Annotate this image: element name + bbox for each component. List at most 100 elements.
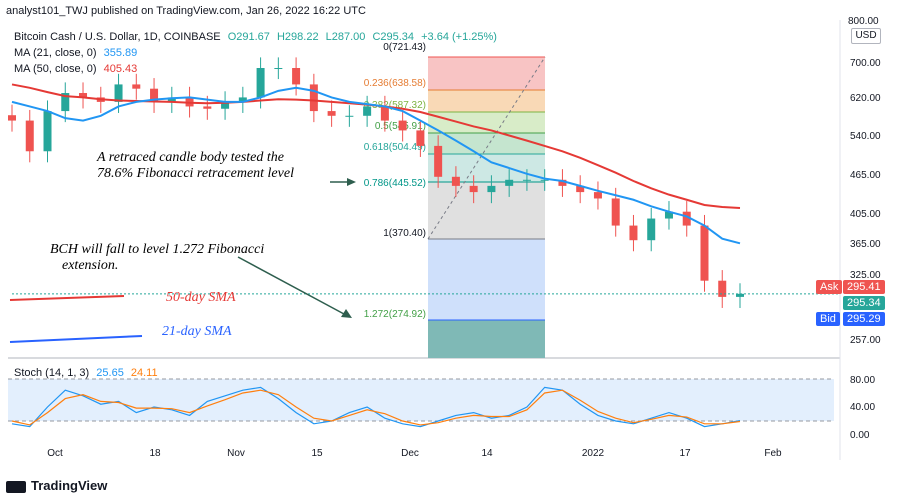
time-tick: 14 (481, 448, 493, 459)
sma50-legend-line (9, 295, 125, 301)
stoch-band (8, 379, 834, 421)
currency-button[interactable]: USD (851, 28, 881, 44)
price-axis: 800.00 700.00 620.00 540.00 465.00 405.0… (848, 16, 881, 441)
annotation-arrows (9, 178, 356, 343)
price-tick-top: 800.00 (848, 16, 879, 27)
candle (8, 115, 16, 121)
price-tick: 620.00 (850, 93, 881, 104)
time-tick: 15 (311, 448, 323, 459)
ma21-value: 355.89 (103, 47, 138, 59)
candle (309, 84, 318, 112)
annotation-fall-line2: extension. (62, 258, 119, 273)
fib-zone-2 (428, 112, 545, 133)
candle (256, 68, 265, 98)
candle (593, 192, 602, 199)
fib-label-1272: 1.272(274.92) (364, 309, 426, 320)
stoch-tick: 40.00 (850, 402, 875, 413)
candle (576, 185, 585, 193)
candle (132, 84, 141, 89)
sma21-legend-line (9, 335, 143, 343)
candle (736, 293, 744, 297)
ask-value: 295.41 (843, 280, 885, 294)
stoch-d-value: 24.11 (130, 367, 158, 379)
fib-label-0786: 0.786(445.52) (364, 178, 426, 189)
candle (398, 120, 407, 131)
candle (469, 185, 478, 193)
time-tick: 17 (679, 448, 691, 459)
stoch-k-line (11, 386, 741, 428)
candle (43, 111, 52, 152)
fib-label-0: 0(721.43) (383, 42, 426, 53)
last-price-tag: 295.34 (843, 296, 885, 310)
fib-zone-3 (428, 133, 545, 154)
candle (345, 115, 354, 117)
candle (292, 68, 301, 85)
candle (664, 211, 673, 219)
candle (487, 185, 496, 193)
time-tick: Dec (401, 448, 419, 459)
tradingview-logo[interactable]: TradingView (6, 478, 107, 493)
price-tick: 257.00 (850, 335, 881, 346)
ohlc-open: O291.67 (227, 31, 270, 43)
ma21-line (11, 86, 741, 245)
candle (167, 97, 176, 102)
annotation-fall-line1: BCH will fall to level 1.272 Fibonacci (50, 242, 265, 257)
bid-value: 295.29 (843, 312, 885, 326)
candle (434, 145, 443, 177)
annotation-retrace-line1: A retraced candle body tested the (97, 150, 284, 165)
ma50-legend[interactable]: MA (50, close, 0) 405.43 (14, 63, 141, 75)
stoch-legend[interactable]: Stoch (14, 1, 3) 25.65 24.11 (14, 367, 162, 379)
stoch-d-line (11, 389, 741, 426)
tradingview-icon (6, 480, 26, 493)
candle (647, 218, 656, 241)
stoch-tick: 0.00 (850, 430, 870, 441)
candle (274, 68, 283, 70)
candle (25, 120, 34, 152)
fibonacci-retracement (427, 56, 546, 358)
candle (682, 211, 691, 226)
ohlc-close: C295.34 (372, 31, 415, 43)
candle (380, 106, 389, 121)
ohlc-change: +3.64 (+1.25%) (421, 31, 497, 43)
candle (522, 179, 531, 181)
time-tick: Feb (764, 448, 782, 459)
fib-label-0236: 0.236(638.58) (364, 78, 426, 89)
ma50-label: MA (50, close, 0) (14, 63, 97, 75)
fib-label-0618: 0.618(504.49) (364, 142, 426, 153)
ask-label: Ask (816, 280, 843, 294)
sma21-label: 21-day SMA (162, 324, 232, 339)
time-tick: 2022 (582, 448, 605, 459)
candle (221, 101, 230, 109)
price-tick: 405.00 (850, 209, 881, 220)
candle (718, 280, 727, 297)
ohlc-low: L287.00 (325, 31, 366, 43)
price-tick: 365.00 (850, 239, 881, 250)
candle (363, 106, 372, 116)
fib-label-0382: 0.382(587.32) (364, 100, 426, 111)
fib-zone-0 (428, 57, 545, 90)
price-tick: 325.00 (850, 270, 881, 281)
price-tick: 540.00 (850, 131, 881, 142)
candle (540, 179, 549, 181)
ma21-label: MA (21, close, 0) (14, 47, 97, 59)
annotation-retrace-line2: 78.6% Fibonacci retracement level (97, 166, 294, 181)
candle (700, 225, 709, 281)
time-axis: Oct 18 Nov 15 Dec 14 2022 17 Feb (47, 448, 782, 459)
stoch-tick: 80.00 (850, 375, 875, 386)
candle (558, 179, 567, 186)
candle (79, 93, 88, 98)
time-tick: 18 (149, 448, 161, 459)
author-line: analyst101_TWJ published on TradingView.… (6, 5, 366, 17)
candle (61, 93, 70, 112)
ma21-legend[interactable]: MA (21, close, 0) 355.89 (14, 47, 141, 59)
fib-zone-7 (428, 320, 545, 358)
candle (451, 176, 460, 186)
candle (203, 106, 212, 109)
candle (611, 198, 620, 226)
candle (629, 225, 638, 241)
sma50-label: 50-day SMA (166, 290, 236, 305)
candle (505, 179, 514, 186)
candle (114, 84, 123, 102)
candle (327, 111, 336, 116)
